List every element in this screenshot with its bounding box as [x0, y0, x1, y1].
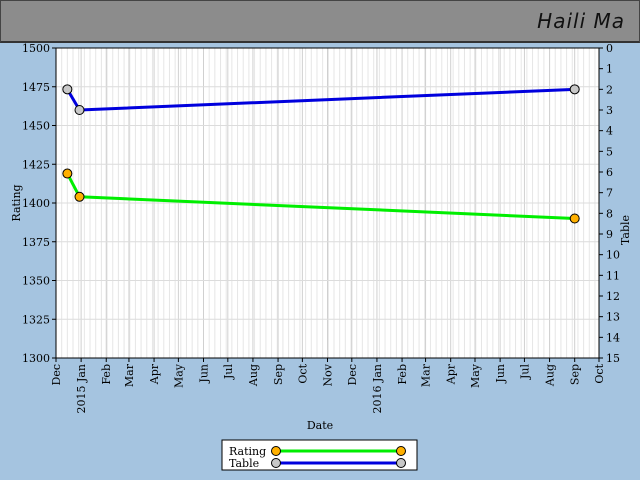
right-tick-label: 15 — [606, 352, 620, 365]
right-tick-label: 9 — [606, 228, 613, 241]
x-tick-label: Jun — [494, 364, 507, 384]
rating-data-point — [74, 191, 85, 202]
right-tick-label: 5 — [606, 145, 613, 158]
x-tick-label: Jul — [222, 364, 235, 380]
legend-marker-rating — [396, 446, 406, 456]
rating-data-point — [569, 213, 580, 224]
table-data-point — [569, 84, 580, 95]
chart-header-bar: Haili Ma — [0, 0, 640, 43]
x-tick-label: Nov — [322, 363, 335, 386]
right-tick-label: 0 — [606, 42, 613, 55]
left-tick-label: 1400 — [22, 197, 50, 210]
x-tick-label: Jun — [198, 364, 211, 384]
left-axis: 1300 1325 1350 1375 1400 1425 1450 1475 1500 — [22, 42, 56, 365]
x-tick-label: Jul — [518, 364, 531, 380]
left-tick-label: 1450 — [22, 120, 50, 133]
left-tick-label: 1325 — [22, 313, 50, 326]
left-tick-label: 1500 — [22, 42, 50, 55]
x-tick-label: Apr — [445, 363, 458, 385]
legend-label-rating: Rating — [229, 445, 266, 458]
legend-marker-rating — [271, 446, 281, 456]
x-tick-label: May — [172, 363, 185, 388]
right-tick-label: 1 — [606, 63, 613, 76]
rating-data-point — [62, 168, 73, 179]
x-axis-label: Date — [307, 419, 333, 432]
x-tick-label: 2016 Jan — [371, 364, 384, 414]
x-tick-label: Dec — [346, 364, 359, 386]
left-tick-label: 1475 — [22, 81, 50, 94]
right-tick-label: 6 — [606, 166, 613, 179]
right-tick-label: 12 — [606, 290, 620, 303]
left-tick-label: 1375 — [22, 236, 50, 249]
x-axis: Dec 2015 Jan Feb Mar Apr May Jun Jul Aug Sep Oct No… — [50, 358, 606, 414]
left-tick-label: 1300 — [22, 352, 50, 365]
series-layer — [62, 84, 580, 224]
right-tick-label: 8 — [606, 207, 613, 220]
legend-label-table: Table — [229, 457, 259, 470]
right-tick-label: 10 — [606, 249, 620, 262]
left-tick-label: 1350 — [22, 275, 50, 288]
right-tick-label: 3 — [606, 104, 613, 117]
x-tick-label: Oct — [593, 363, 606, 383]
legend-marker-table — [271, 458, 281, 468]
x-tick-label: Aug — [247, 364, 260, 387]
left-tick-label: 1425 — [22, 158, 50, 171]
x-tick-label: Aug — [544, 364, 557, 387]
table-data-point — [74, 105, 85, 115]
right-tick-label: 2 — [606, 83, 613, 96]
x-tick-label: Feb — [100, 364, 113, 385]
right-tick-label: 11 — [606, 269, 620, 282]
legend-marker-table — [396, 458, 406, 468]
right-tick-label: 7 — [606, 187, 613, 200]
right-tick-label: 13 — [606, 311, 620, 324]
x-tick-label: Sep — [569, 364, 582, 385]
x-tick-label: Sep — [272, 364, 285, 385]
x-tick-label: Mar — [123, 363, 136, 387]
x-tick-label: Oct — [296, 363, 309, 383]
right-tick-label: 14 — [606, 331, 620, 344]
x-tick-label: Dec — [50, 364, 63, 386]
player-name: Haili Ma — [537, 9, 625, 33]
x-tick-label: Apr — [148, 363, 161, 385]
x-tick-label: 2015 Jan — [75, 364, 88, 414]
y-axis-label-right: Table — [619, 215, 632, 245]
table-data-point — [62, 84, 73, 95]
x-tick-label: Mar — [420, 363, 433, 387]
x-tick-label: May — [469, 363, 482, 388]
right-tick-label: 4 — [606, 125, 613, 138]
legend-box — [221, 439, 418, 471]
y-axis-label-left: Rating — [10, 184, 23, 221]
x-tick-label: Feb — [396, 364, 409, 385]
